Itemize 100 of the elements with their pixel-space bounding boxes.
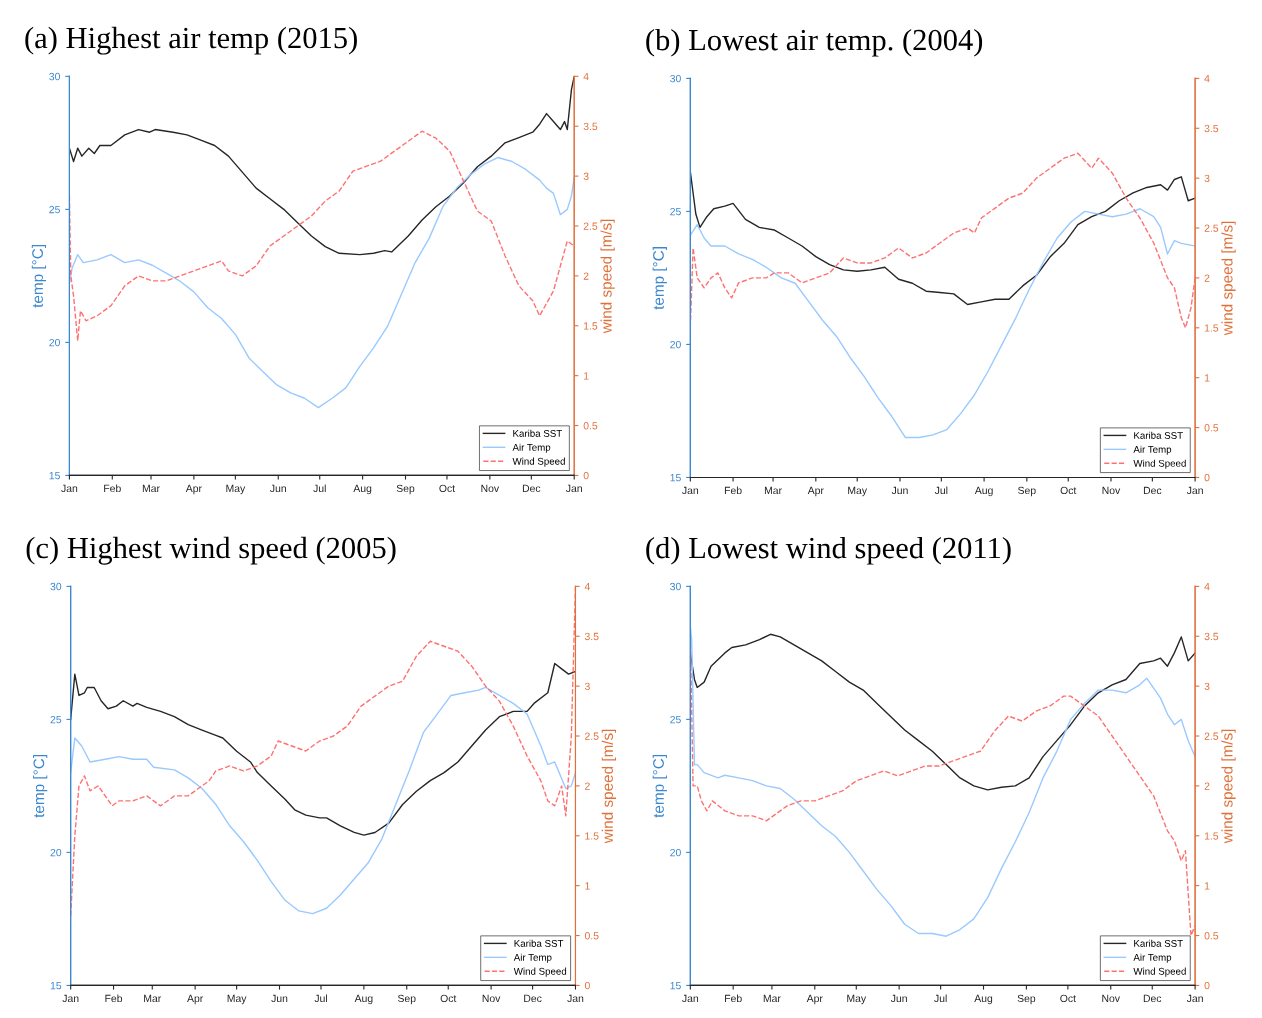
x-tick-label: Jan	[567, 994, 584, 1003]
legend-label: Kariba SST	[514, 939, 564, 947]
legend-label: Kariba SST	[513, 429, 562, 437]
y-tick-label: 25	[670, 207, 681, 216]
y2-tick-label: 3.5	[583, 122, 598, 131]
y2-tick-label: 1.5	[1204, 832, 1219, 840]
x-tick-label: Feb	[725, 994, 742, 1003]
y-tick-label: 30	[670, 74, 681, 83]
x-tick-label: Oct	[440, 994, 457, 1003]
legend-label: Air Temp	[1133, 445, 1172, 455]
y2-tick-label: 0	[1204, 981, 1210, 990]
x-tick-label: Jan	[682, 486, 699, 495]
y2-tick-label: 2.5	[585, 732, 599, 740]
y2-tick-label: 3	[1204, 174, 1210, 183]
legend-label: Wind Speed	[513, 967, 567, 977]
y-axis-title: temp [°C]	[33, 755, 48, 818]
x-tick-label: Dec	[522, 484, 541, 493]
y2-tick-label: 1	[585, 882, 590, 890]
y-axis-title: temp [°C]	[31, 245, 47, 308]
x-tick-label: Dec	[1143, 486, 1162, 495]
x-tick-label: Aug	[974, 486, 993, 497]
y-tick-label: 30	[50, 582, 62, 591]
x-tick-label: Jun	[890, 994, 907, 1003]
x-tick-label: Apr	[185, 484, 202, 495]
x-tick-label: Apr	[806, 994, 823, 1005]
legend-label: Kariba SST	[1134, 431, 1183, 439]
x-tick-label: Jan	[682, 994, 699, 1003]
x-tick-label: Feb	[105, 994, 123, 1003]
x-tick-label: Mar	[763, 994, 781, 1003]
y2-tick-label: 2.5	[1204, 224, 1219, 232]
x-tick-label: Jun	[270, 484, 286, 493]
x-tick-label: Nov	[482, 994, 501, 1003]
x-tick-label: Nov	[1102, 994, 1120, 1003]
legend-label: Wind Speed	[1133, 459, 1186, 469]
x-tick-label: Nov	[1102, 486, 1121, 495]
y2-tick-label: 0.5	[1204, 932, 1219, 940]
x-tick-label: Feb	[104, 484, 121, 493]
x-tick-label: Apr	[187, 994, 204, 1005]
y2-tick-label: 4	[584, 582, 590, 591]
x-tick-label: May	[848, 486, 868, 497]
chart-title: (c) Highest wind speed (2005)	[26, 536, 396, 565]
x-tick-label: Jul	[934, 994, 947, 1003]
y2-tick-label: 0.5	[583, 422, 598, 430]
y-tick-label: 25	[670, 715, 681, 724]
legend-label: Kariba SST	[1134, 939, 1183, 947]
x-tick-label: Aug	[353, 484, 372, 495]
x-tick-label: Mar	[144, 994, 162, 1003]
x-tick-label: Jan	[61, 484, 78, 493]
y2-tick-label: 3.5	[1204, 124, 1219, 133]
legend-label: Air Temp	[1133, 953, 1172, 963]
y2-tick-label: 1.5	[1204, 324, 1219, 332]
y2-tick-label: 2	[583, 272, 589, 280]
x-tick-label: May	[227, 994, 247, 1005]
legend-label: Wind Speed	[1133, 967, 1186, 977]
y-tick-label: 15	[50, 982, 62, 990]
y2-tick-label: 0	[584, 981, 590, 990]
y-tick-label: 15	[670, 474, 681, 482]
x-tick-label: Sep	[396, 484, 415, 495]
chart-title: (b) Lowest air temp. (2004)	[646, 28, 983, 57]
x-tick-label: Aug	[974, 994, 993, 1005]
x-tick-label: Jun	[891, 486, 908, 495]
x-tick-label: Sep	[397, 994, 416, 1005]
y2-axis-title: wind speed [m/s]	[1221, 221, 1236, 336]
y2-tick-label: 0	[583, 471, 589, 480]
chart-title: (a) Highest air temp (2015)	[25, 26, 357, 55]
x-tick-label: Oct	[439, 484, 455, 493]
x-tick-label: Aug	[354, 994, 373, 1005]
y2-tick-label: 4	[1204, 74, 1210, 83]
y-tick-label: 15	[49, 472, 60, 480]
x-tick-label: Sep	[1018, 486, 1036, 497]
x-tick-label: Dec	[524, 994, 542, 1003]
x-tick-label: Mar	[764, 486, 782, 495]
y2-tick-label: 1	[1204, 882, 1210, 890]
y-tick-label: 20	[670, 848, 681, 857]
y2-tick-label: 1.5	[585, 832, 599, 840]
y2-axis-title: wind speed [m/s]	[601, 729, 616, 844]
x-tick-label: Feb	[724, 486, 742, 495]
y-tick-label: 20	[49, 338, 60, 347]
legend-label: Air Temp	[512, 443, 551, 453]
y2-tick-label: 1.5	[584, 322, 598, 330]
x-tick-label: Jan	[62, 994, 79, 1003]
y-tick-label: 30	[49, 72, 60, 81]
legend-label: Air Temp	[513, 953, 552, 963]
x-tick-label: Jul	[313, 484, 326, 493]
x-tick-label: Jun	[271, 994, 288, 1003]
y-tick-label: 20	[50, 848, 62, 857]
x-tick-label: Jan	[565, 484, 582, 493]
y2-tick-label: 2.5	[1204, 732, 1219, 740]
y2-tick-label: 1	[1204, 374, 1210, 382]
x-tick-label: Jan	[1186, 994, 1203, 1003]
y-axis-title: temp [°C]	[652, 247, 667, 310]
y-tick-label: 15	[670, 982, 681, 990]
y2-tick-label: 3	[1204, 682, 1210, 691]
chart-title: (d) Lowest wind speed (2011)	[646, 536, 1011, 565]
x-tick-label: Mar	[142, 484, 160, 493]
x-tick-label: Jul	[934, 486, 948, 495]
y2-axis-title: wind speed [m/s]	[1221, 729, 1236, 844]
x-tick-label: Oct	[1060, 994, 1076, 1003]
y-tick-label: 25	[49, 205, 60, 214]
y2-tick-label: 1	[584, 372, 589, 380]
